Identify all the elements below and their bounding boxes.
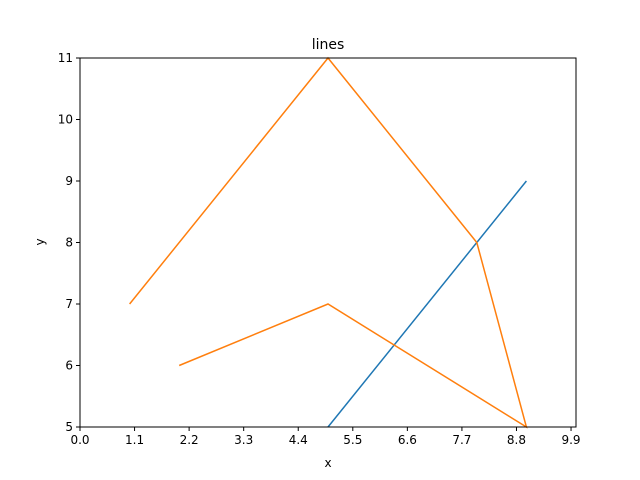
series-layer (129, 56, 528, 429)
y-tick-label: 11 (58, 51, 73, 65)
x-tick-label: 6.6 (398, 433, 417, 447)
x-tick-label: 2.2 (180, 433, 199, 447)
x-tick-label: 1.1 (125, 433, 144, 447)
x-tick-label: 4.4 (289, 433, 308, 447)
y-tick-label: 9 (65, 174, 73, 188)
y-tick-label: 7 (65, 297, 73, 311)
y-tick-label: 6 (65, 359, 73, 373)
series-line-2 (129, 56, 528, 429)
x-axis-label: x (324, 456, 331, 470)
x-tick-label: 9.9 (561, 433, 580, 447)
y-tick-label: 10 (58, 113, 73, 127)
y-axis: 5 6 7 8 9 10 11 (58, 51, 80, 434)
x-tick-label: 7.7 (452, 433, 471, 447)
x-tick-label: 5.5 (343, 433, 362, 447)
x-tick-label: 0.0 (70, 433, 89, 447)
x-tick-label: 8.8 (507, 433, 526, 447)
series-line-1 (327, 180, 527, 428)
y-axis-label: y (33, 238, 47, 245)
y-tick-label: 8 (65, 236, 73, 250)
x-tick-label: 3.3 (234, 433, 253, 447)
chart-title: lines (312, 37, 345, 53)
y-tick-label: 5 (65, 420, 73, 434)
x-axis: 0.0 1.1 2.2 3.3 4.4 5.5 6.6 7.7 8.8 9.9 (70, 427, 581, 447)
